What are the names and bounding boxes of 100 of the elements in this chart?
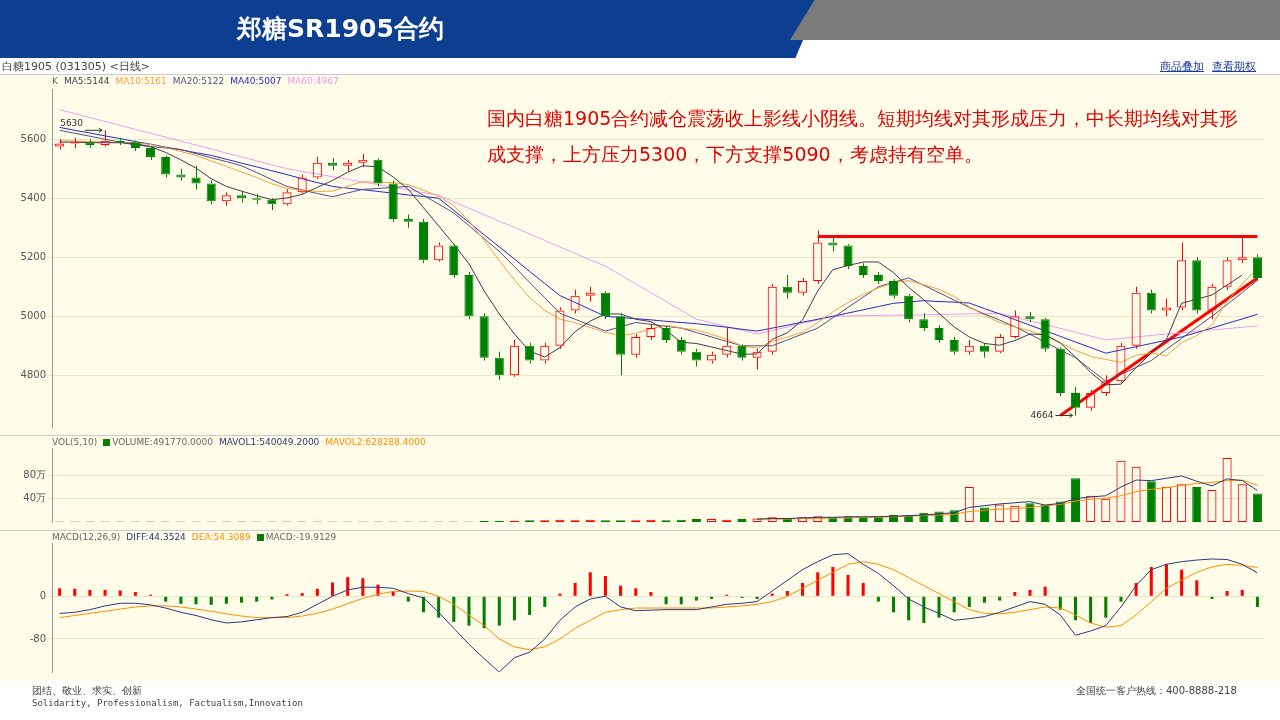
bar (164, 596, 168, 602)
bar (1040, 504, 1050, 522)
bar (694, 596, 698, 601)
bar (858, 516, 868, 522)
bar (103, 589, 107, 596)
candlestick (782, 274, 792, 300)
candlestick (600, 292, 610, 320)
bar (1164, 564, 1168, 596)
legend-label: VOLUME:491770.0000 (112, 437, 214, 447)
annotation: 5630 (60, 117, 84, 128)
bar (922, 596, 926, 623)
bar (907, 596, 911, 621)
bar (603, 576, 607, 596)
bar (937, 596, 941, 618)
bar (528, 596, 532, 615)
text: K (52, 76, 58, 86)
candlestick (494, 351, 504, 381)
bar (1195, 580, 1199, 596)
chart-title: MACD(12,26,9) (52, 532, 121, 542)
bar (1043, 586, 1047, 596)
bar (346, 577, 350, 596)
legend-label: MACD:-19.9129 (265, 532, 337, 542)
bar (467, 596, 471, 626)
text: 商品叠加 (1160, 60, 1204, 73)
candlestick (1040, 319, 1050, 353)
y-tick-label: 0 (39, 589, 46, 601)
bar (1070, 478, 1081, 522)
candlestick (479, 312, 489, 362)
candlestick (1025, 311, 1035, 323)
bar (118, 590, 122, 596)
bar (361, 578, 365, 596)
bar (437, 596, 441, 618)
bar (543, 596, 547, 607)
candlestick (1192, 256, 1202, 314)
y-tick-label: 4800 (20, 368, 46, 380)
bar (194, 596, 198, 605)
text: MA5:5144 (63, 76, 110, 86)
text: MA60:4967 (287, 76, 339, 86)
bar (1225, 590, 1229, 596)
candlestick (1055, 348, 1065, 397)
bar (573, 582, 577, 596)
bar (88, 589, 92, 596)
bar (406, 596, 410, 602)
bar (179, 596, 183, 604)
bar (1255, 596, 1259, 607)
bar (1180, 569, 1184, 596)
bar (1119, 596, 1123, 602)
bar (876, 596, 880, 602)
candlestick (979, 342, 990, 359)
bar (240, 596, 244, 603)
bar (1028, 589, 1032, 596)
text: 查看期权 (1212, 60, 1256, 73)
bar (1146, 481, 1156, 522)
chart-title: 郑糖SR1905合约 (237, 13, 444, 45)
candlestick (403, 213, 413, 229)
bar (1192, 487, 1202, 522)
chart-subtitle: 白糖1905 (031305) <日线> (2, 59, 150, 74)
text: 团结、敬业、求实、创新 (32, 684, 142, 698)
bar (892, 596, 896, 613)
bar (255, 596, 259, 602)
text: MAVOL2:628288.4000 (325, 437, 426, 447)
bar (270, 596, 274, 600)
candlestick (418, 218, 429, 264)
bar (816, 572, 820, 596)
candlestick (843, 245, 853, 270)
bar (209, 596, 213, 605)
y-tick-label: 5400 (20, 191, 46, 203)
bar (1013, 592, 1017, 596)
bar (831, 566, 835, 596)
text: MA10:5161 (115, 76, 167, 86)
candlestick (373, 159, 383, 187)
candlestick (737, 345, 747, 362)
y-tick-label: 5200 (20, 250, 46, 262)
bar (1089, 596, 1093, 623)
candlestick (236, 190, 247, 204)
annotation: 4664 (1030, 409, 1054, 420)
candlestick (449, 245, 459, 279)
candlestick (1252, 253, 1262, 282)
y-tick-label: 5000 (20, 309, 46, 321)
candlestick (464, 271, 474, 320)
candlestick (904, 295, 914, 323)
text: DEA:54.3089 (191, 532, 251, 542)
candlestick (1146, 289, 1156, 314)
bar (649, 592, 653, 596)
bar (512, 596, 516, 621)
bar (133, 592, 137, 596)
bar (1252, 493, 1262, 522)
bar (1025, 503, 1035, 522)
bar (846, 574, 850, 596)
bar (998, 596, 1002, 601)
bar (1073, 596, 1077, 621)
bar (73, 588, 77, 596)
candlestick (85, 138, 95, 149)
bar (300, 593, 304, 596)
bar (619, 585, 623, 596)
candlestick (161, 156, 171, 179)
text: DIFF:44.3524 (126, 532, 186, 542)
bar (497, 596, 501, 626)
y-tick-label: 80万 (23, 468, 46, 480)
text: MA40:5007 (230, 76, 282, 86)
